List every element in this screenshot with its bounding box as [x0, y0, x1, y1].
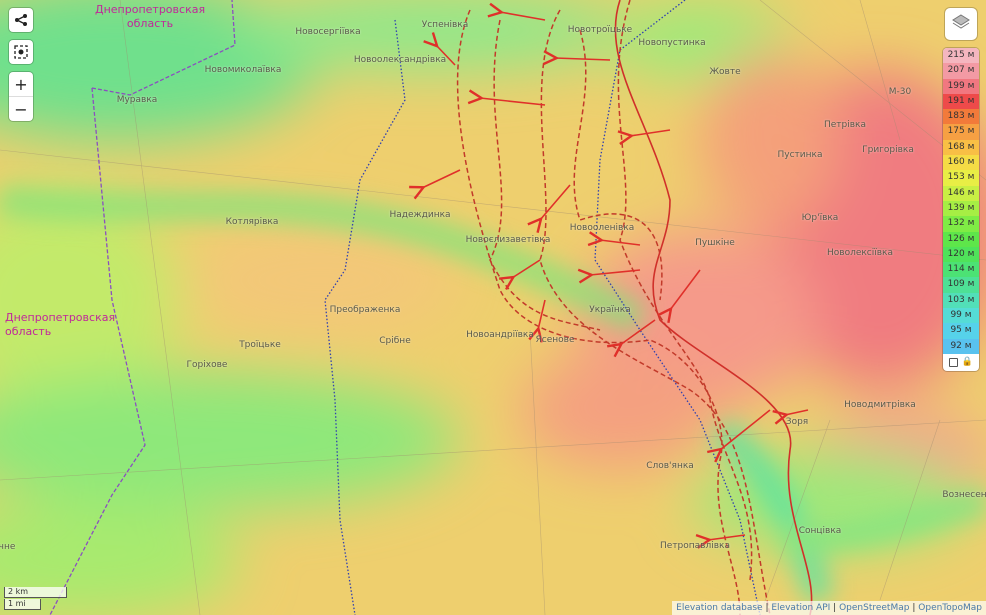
place-label: Жовте	[709, 67, 741, 77]
place-label: Троїцьке	[239, 340, 281, 350]
legend-item: 215 м	[943, 48, 979, 64]
share-control[interactable]	[9, 8, 33, 32]
legend-item: 207 м	[943, 63, 979, 79]
place-label: Успенівка	[421, 20, 469, 30]
legend-item: 199 м	[943, 78, 979, 94]
legend-item: 120 м	[943, 246, 979, 263]
region-label-top: Днепропетровская область	[95, 3, 206, 30]
place-label: Новоандріївка	[466, 330, 534, 340]
attribution-link[interactable]: Elevation API	[771, 603, 831, 613]
place-label: Слов'янка	[646, 461, 694, 471]
lock-icon[interactable]: 🔒	[961, 357, 974, 368]
legend-item: 160 м	[943, 155, 979, 171]
place-label: Новооленівка	[569, 223, 635, 233]
locate-icon[interactable]	[9, 40, 33, 64]
attribution-link[interactable]: Elevation database	[676, 603, 763, 613]
place-label: Пушкіне	[695, 238, 735, 248]
place-label: Котлярівка	[225, 217, 279, 227]
legend-item: 168 м	[943, 139, 979, 156]
place-label: Вознесенка	[942, 490, 986, 500]
legend-item: 114 м	[943, 262, 979, 278]
legend-item: 126 м	[943, 231, 979, 247]
place-label: Горіхове	[186, 360, 228, 370]
region-label-left: Днепропетровская область	[5, 311, 116, 338]
legend-item: 132 м	[943, 216, 979, 232]
legend-item: 109 м	[943, 277, 979, 293]
place-label: М-30	[888, 87, 912, 97]
place-label: Новосергіївка	[295, 27, 361, 37]
legend-item: 146 м	[943, 185, 979, 201]
place-label: Григорівка	[862, 145, 914, 155]
place-label: Новопустинка	[638, 38, 706, 48]
scale-imperial: 1 mi	[4, 599, 41, 610]
place-label: Муравка	[116, 95, 158, 105]
layers-button[interactable]	[945, 8, 977, 40]
place-label: Новоолександрівка	[353, 55, 447, 65]
place-label: Новодмитрівка	[844, 400, 916, 410]
legend-checkbox[interactable]	[948, 357, 958, 367]
zoom-in-button[interactable]: +	[14, 74, 28, 94]
legend-item: 191 м	[943, 93, 979, 110]
place-label: Новотроїцьке	[567, 25, 633, 35]
zoom-control[interactable]: + −	[9, 72, 33, 121]
place-label: Пустинка	[777, 150, 823, 160]
locate-control[interactable]	[9, 40, 33, 64]
legend-item: 153 м	[943, 170, 979, 186]
legend-item: 139 м	[943, 200, 979, 217]
share-icon[interactable]	[9, 8, 33, 32]
elevation-legend: 215 м 207 м 199 м 191 м 183 м 175 м 168 м 160 м…	[943, 48, 979, 371]
place-label: Новомиколаївка	[204, 65, 282, 75]
legend-item: 99 м	[943, 308, 979, 324]
layers-icon	[951, 12, 971, 36]
legend-item: 175 м	[943, 124, 979, 140]
place-label: Юр'ївка	[801, 213, 839, 223]
legend-item: 95 м	[943, 323, 979, 339]
place-label: чне	[0, 542, 16, 552]
place-label: Петрівка	[823, 120, 867, 130]
place-label: Ясенове	[535, 335, 575, 345]
legend-item: 103 м	[943, 292, 979, 309]
place-label: Новоєлизаветівка	[465, 235, 551, 245]
attribution: Elevation database | Elevation API | Ope…	[672, 601, 986, 615]
legend-item: 92 м	[943, 338, 979, 354]
place-label: Срібне	[379, 336, 411, 346]
place-label: Сонцівка	[798, 526, 842, 536]
scale-bar: 2 km 1 mi	[4, 587, 67, 610]
attribution-link[interactable]: OpenTopoMap	[918, 603, 982, 613]
scale-metric: 2 km	[4, 587, 67, 598]
place-label: Надеждинка	[389, 210, 451, 220]
place-label: Зоря	[785, 417, 809, 427]
place-label: Українка	[589, 305, 631, 315]
place-label: Новолексіївка	[826, 248, 894, 258]
legend-item: 183 м	[943, 109, 979, 125]
place-label: Преображенка	[329, 305, 401, 315]
zoom-out-button[interactable]: −	[9, 96, 33, 121]
attribution-link[interactable]: OpenStreetMap	[839, 603, 910, 613]
place-label: Петропавлівка	[660, 541, 730, 551]
